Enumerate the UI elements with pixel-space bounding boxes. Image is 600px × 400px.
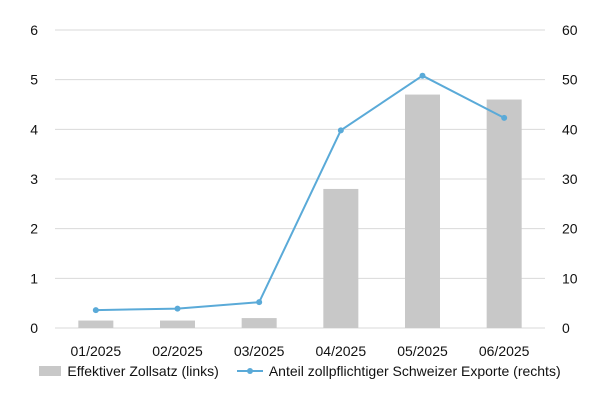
- x-tick-label: 06/2025: [479, 343, 530, 359]
- x-axis: 01/2025 02/2025 03/2025 04/2025 05/2025 06/20…: [71, 343, 530, 359]
- bar: [323, 188, 359, 328]
- bar-series: [78, 94, 522, 329]
- line-series: [92, 72, 508, 314]
- legend-label-bar: Effektiver Zollsatz (links): [67, 363, 219, 379]
- series-line: [95, 74, 505, 312]
- x-tick-label: 05/2025: [397, 343, 448, 359]
- chart-plot: 0 1 2 3 4 5 6 0 10 20 30 40 50 60 01/2025 02/2025 03/2…: [30, 22, 578, 359]
- line-point: [337, 127, 344, 134]
- y-left-tick-label: 6: [30, 22, 38, 38]
- bar: [241, 318, 277, 328]
- left-axis: 0 1 2 3 4 5 6: [30, 22, 38, 336]
- legend: Effektiver Zollsatz (links) Anteil zollp…: [0, 358, 600, 384]
- y-left-tick-label: 0: [30, 320, 38, 336]
- y-right-tick-label: 30: [562, 171, 578, 187]
- legend-item-line: Anteil zollpflichtiger Schweizer Exporte…: [236, 363, 561, 379]
- x-tick-label: 04/2025: [316, 343, 367, 359]
- y-left-tick-label: 4: [30, 121, 38, 137]
- bar: [405, 94, 440, 328]
- legend-bar-swatch: [39, 366, 62, 376]
- y-left-tick-label: 3: [30, 171, 38, 187]
- x-tick-label: 03/2025: [234, 343, 285, 359]
- legend-label-line: Anteil zollpflichtiger Schweizer Exporte…: [268, 363, 561, 379]
- gridlines: [55, 29, 545, 329]
- y-right-tick-label: 0: [562, 320, 570, 336]
- y-left-tick-label: 5: [30, 72, 38, 88]
- y-right-tick-label: 50: [562, 72, 578, 88]
- line-point: [174, 305, 181, 312]
- y-right-tick-label: 20: [562, 221, 578, 237]
- line-point: [419, 72, 426, 79]
- line-point: [501, 114, 508, 121]
- y-left-tick-label: 1: [30, 270, 38, 286]
- y-right-tick-label: 10: [562, 270, 578, 286]
- x-tick-label: 01/2025: [71, 343, 122, 359]
- right-axis: 0 10 20 30 40 50 60: [562, 22, 578, 336]
- legend-item-bar: Effektiver Zollsatz (links): [39, 363, 219, 379]
- line-point: [92, 307, 99, 314]
- y-left-tick-label: 2: [30, 221, 38, 237]
- bar: [486, 99, 522, 329]
- legend-line-swatch: [236, 366, 263, 376]
- bar: [78, 320, 114, 328]
- y-right-tick-label: 60: [562, 22, 578, 38]
- line-point: [256, 299, 263, 306]
- bar: [160, 320, 195, 328]
- x-tick-label: 02/2025: [152, 343, 203, 359]
- y-right-tick-label: 40: [562, 121, 578, 137]
